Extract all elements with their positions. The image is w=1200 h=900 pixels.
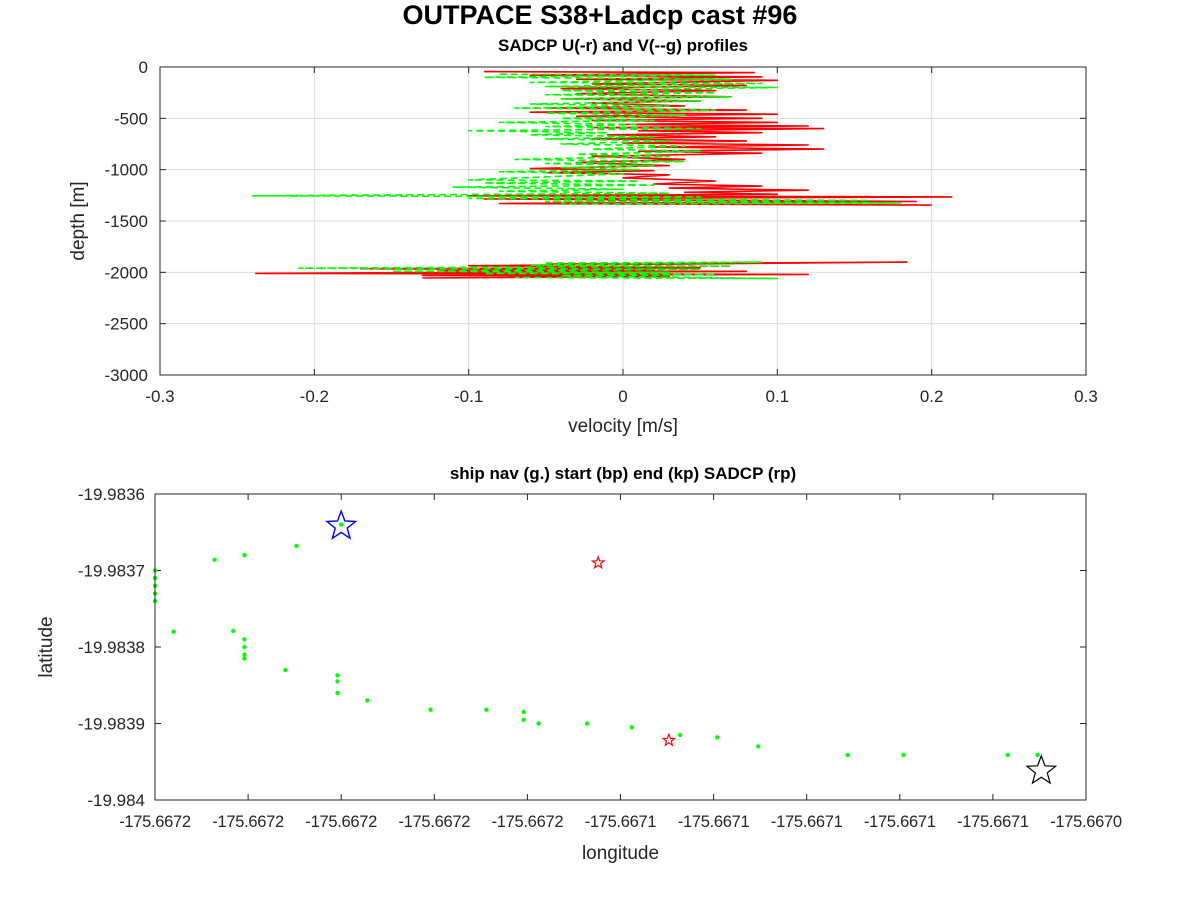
nav-point: [756, 744, 761, 749]
y-tick-label: -1500: [105, 212, 148, 231]
nav-point: [428, 707, 433, 712]
nav-point: [242, 637, 247, 642]
y-tick-label: -19.9839: [78, 715, 145, 734]
start-point: [325, 509, 358, 540]
nav-point: [677, 732, 683, 738]
x-tick-label: -0.2: [300, 387, 329, 406]
nav-point: [231, 628, 236, 634]
x-tick-label: -175.6671: [678, 813, 750, 831]
sadcp-point: [661, 732, 677, 747]
nav-point: [294, 543, 299, 549]
y-axis-label: latitude: [36, 616, 57, 677]
nav-point: [584, 721, 590, 726]
x-tick-label: -175.6672: [305, 813, 377, 831]
x-tick-label: 0.2: [920, 387, 944, 406]
nav-point: [845, 752, 850, 758]
nav-point: [335, 679, 340, 684]
y-tick-label: -19.9837: [78, 562, 145, 581]
axes-box: [154, 493, 1087, 801]
nav-point: [242, 656, 247, 661]
nav-chart: -175.6672 -175.6672 -175.6672 -175.6672 -175…: [36, 485, 1122, 864]
series-line-v: [251, 73, 902, 205]
nav-chart-title: ship nav (g.) start (bp) end (kp) SADCP …: [449, 464, 797, 483]
x-tick-label: -0.3: [145, 387, 174, 406]
x-tick-label: -175.6672: [119, 813, 191, 831]
nav-point: [242, 553, 247, 558]
nav-point: [242, 644, 247, 650]
nav-point: [1035, 752, 1040, 758]
y-tick-label: -19.984: [87, 791, 145, 810]
x-tick-label: -175.6672: [212, 813, 284, 831]
nav-point: [335, 690, 340, 696]
y-tick-label: -2000: [105, 263, 148, 282]
x-axis-label: velocity [m/s]: [568, 416, 678, 437]
x-tick-label: 0.1: [766, 387, 790, 406]
profile-chart: -0.3 -0.2 -0.1 0 0.1 0.2 0.3 -3000 -2500 -2000 -15…: [68, 58, 1098, 437]
y-tick-label: 0: [139, 58, 148, 77]
axes-box: [159, 66, 1087, 376]
x-tick-label: -175.6671: [771, 813, 843, 831]
nav-point: [1005, 752, 1010, 758]
y-tick-label: -1000: [105, 161, 148, 180]
nav-point: [521, 717, 526, 722]
x-tick-label: -175.6671: [864, 813, 936, 831]
x-tick-label: -175.6672: [398, 813, 470, 831]
x-tick-label: 0: [618, 387, 627, 406]
y-tick-label: -500: [114, 109, 148, 128]
x-tick-label: -175.6672: [492, 813, 564, 831]
nav-point: [536, 721, 541, 726]
nav-point: [339, 522, 344, 527]
nav-point: [335, 673, 340, 678]
nav-point: [283, 667, 288, 673]
x-tick-label: 0.3: [1074, 387, 1098, 406]
y-tick-label: -3000: [105, 366, 148, 385]
nav-point: [171, 629, 176, 634]
x-tick-label: -175.6671: [957, 813, 1029, 831]
figure-title: OUTPACE S38+Ladcp cast #96: [402, 0, 798, 30]
nav-point: [484, 707, 489, 712]
y-tick-label: -19.9836: [78, 485, 145, 504]
y-axis-label: depth [m]: [68, 181, 89, 260]
nav-point: [521, 709, 526, 715]
x-tick-label: -175.6670: [1050, 813, 1122, 831]
plot-area: [155, 494, 1086, 800]
nav-point: [901, 752, 906, 758]
nav-point: [715, 735, 720, 740]
end-point: [1025, 754, 1058, 785]
nav-point: [365, 698, 370, 703]
sadcp-point: [590, 555, 606, 570]
nav-point: [242, 652, 247, 657]
y-tick-label: -2500: [105, 315, 148, 334]
x-axis-label: longitude: [582, 843, 659, 864]
nav-point: [212, 557, 217, 562]
profile-chart-title: SADCP U(-r) and V(--g) profiles: [498, 36, 748, 55]
x-tick-label: -175.6671: [585, 813, 657, 831]
series-line-u-deep: [254, 261, 908, 279]
nav-point: [629, 725, 634, 730]
y-tick-label: -19.9838: [78, 638, 145, 657]
x-tick-label: -0.1: [454, 387, 483, 406]
